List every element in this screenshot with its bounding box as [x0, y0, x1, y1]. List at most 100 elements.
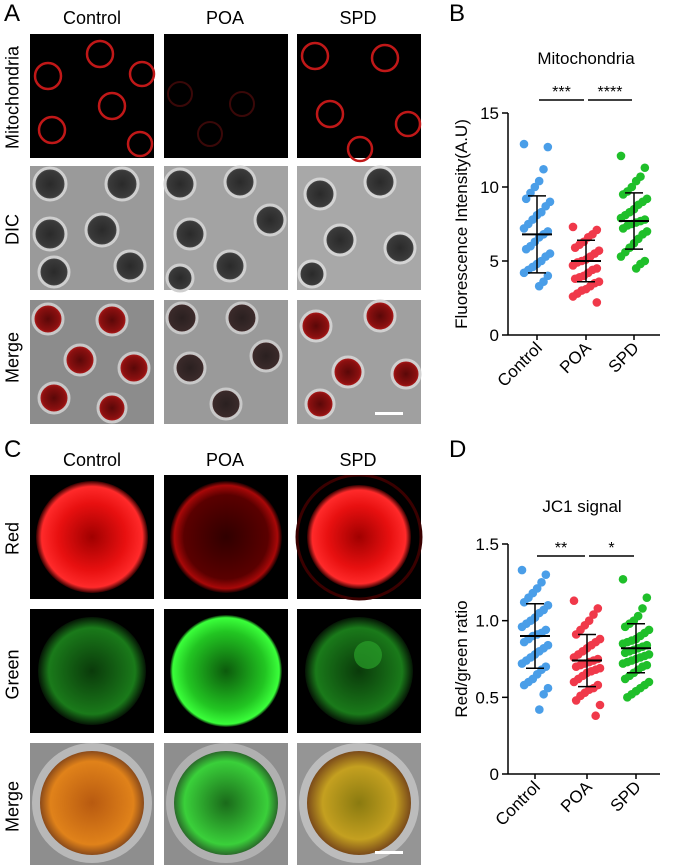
y-tick-label: 0.5 — [475, 688, 499, 707]
data-point — [593, 604, 603, 613]
significance-label: **** — [598, 84, 623, 101]
data-point — [539, 164, 548, 174]
data-point — [519, 139, 529, 149]
significance-label: *** — [552, 84, 571, 101]
data-point — [623, 693, 632, 702]
x-tick-label: Control — [492, 777, 544, 829]
col-header-control-a: Control — [62, 8, 122, 28]
data-point — [517, 565, 527, 575]
row-label-dic: DIC — [2, 214, 23, 245]
data-point — [571, 696, 581, 705]
data-point — [543, 683, 553, 693]
data-point — [519, 224, 529, 233]
data-point — [517, 659, 527, 668]
data-point — [519, 637, 529, 647]
data-point — [568, 292, 578, 301]
green-control-image — [30, 609, 154, 733]
data-point — [521, 244, 531, 254]
data-point — [543, 271, 553, 281]
chart-b-mitochondria: Mitochondria Fluorescence Intensity(A.U) 0… — [452, 49, 660, 391]
scale-bar-c — [375, 851, 403, 854]
row-label-red: Red — [2, 521, 23, 556]
data-point — [640, 163, 650, 173]
merge-spd-image — [297, 299, 422, 424]
y-axis-label: Red/green ratio — [452, 600, 471, 717]
row-label-green: Green — [2, 649, 23, 700]
x-tick-label: POA — [556, 338, 595, 377]
dic-control-image — [30, 166, 154, 290]
data-point — [595, 700, 605, 710]
merge-poa-image — [164, 300, 288, 424]
x-tick-label: POA — [557, 777, 596, 816]
col-header-spd-a: SPD — [339, 8, 377, 28]
y-tick-label: 1.0 — [475, 612, 499, 631]
data-point — [534, 281, 544, 291]
panel-c-image-grid — [30, 475, 423, 865]
data-point — [618, 574, 628, 584]
data-point — [541, 201, 550, 211]
data-point — [642, 593, 652, 602]
merge-spd-image-c — [297, 743, 421, 865]
col-header-spd-c: SPD — [339, 450, 377, 470]
y-tick-label: 1.5 — [475, 535, 499, 554]
data-point — [618, 224, 628, 233]
data-point — [638, 604, 647, 613]
data-point — [568, 222, 578, 232]
mito-control-image — [30, 34, 156, 158]
data-point — [568, 261, 578, 270]
row-label-merge-c: Merge — [2, 780, 23, 833]
data-point — [589, 610, 598, 619]
data-point — [571, 630, 581, 639]
col-header-poa-c: POA — [205, 450, 244, 470]
panel-label-c: C — [4, 436, 22, 463]
data-point — [521, 194, 531, 204]
data-point — [569, 596, 579, 606]
merge-poa-image-c — [164, 743, 288, 865]
dic-spd-image — [297, 165, 421, 290]
data-point — [618, 639, 628, 648]
y-tick-label: 15 — [480, 104, 499, 123]
data-point — [519, 268, 529, 278]
data-point — [592, 298, 602, 307]
panel-label-d: D — [449, 436, 467, 463]
merge-control-image-c — [30, 743, 154, 865]
y-tick-label: 5 — [490, 252, 499, 271]
x-tick-label: SPD — [605, 338, 643, 376]
data-point — [541, 570, 551, 579]
panel-a-image-grid — [30, 34, 422, 424]
data-point — [535, 705, 544, 714]
data-point — [537, 578, 546, 587]
data-point — [570, 274, 580, 284]
mito-poa-image — [164, 34, 288, 158]
data-point — [616, 151, 626, 161]
data-point — [620, 648, 630, 658]
col-header-control-c: Control — [62, 450, 122, 470]
data-point — [539, 689, 548, 699]
data-point — [620, 622, 630, 632]
data-point — [631, 176, 641, 186]
data-point — [591, 711, 600, 721]
red-poa-image — [164, 475, 288, 599]
data-point — [618, 190, 628, 199]
chart-title: JC1 signal — [542, 497, 621, 516]
panel-label-a: A — [4, 0, 21, 27]
data-point — [519, 680, 529, 690]
data-point — [620, 674, 630, 684]
data-point — [616, 252, 626, 261]
green-spd-image — [297, 609, 421, 733]
data-point — [543, 142, 553, 152]
scale-bar-a — [375, 412, 403, 415]
y-tick-label: 0 — [490, 765, 499, 784]
red-control-image — [30, 475, 154, 599]
y-axis-label: Fluorescence Intensity(A.U) — [452, 119, 471, 329]
data-point — [519, 597, 529, 607]
row-label-merge-a: Merge — [2, 331, 23, 384]
mito-spd-image — [297, 34, 422, 163]
dic-poa-image — [163, 165, 288, 293]
chart-d-jc1: JC1 signal Red/green ratio 0 0.5 1.0 1.5 Contr… — [452, 497, 660, 830]
red-spd-image — [295, 475, 423, 601]
data-point — [631, 264, 641, 273]
data-point — [534, 176, 544, 186]
y-tick-label: 10 — [480, 178, 499, 197]
row-label-mitochondria: Mitochondria — [2, 45, 23, 150]
